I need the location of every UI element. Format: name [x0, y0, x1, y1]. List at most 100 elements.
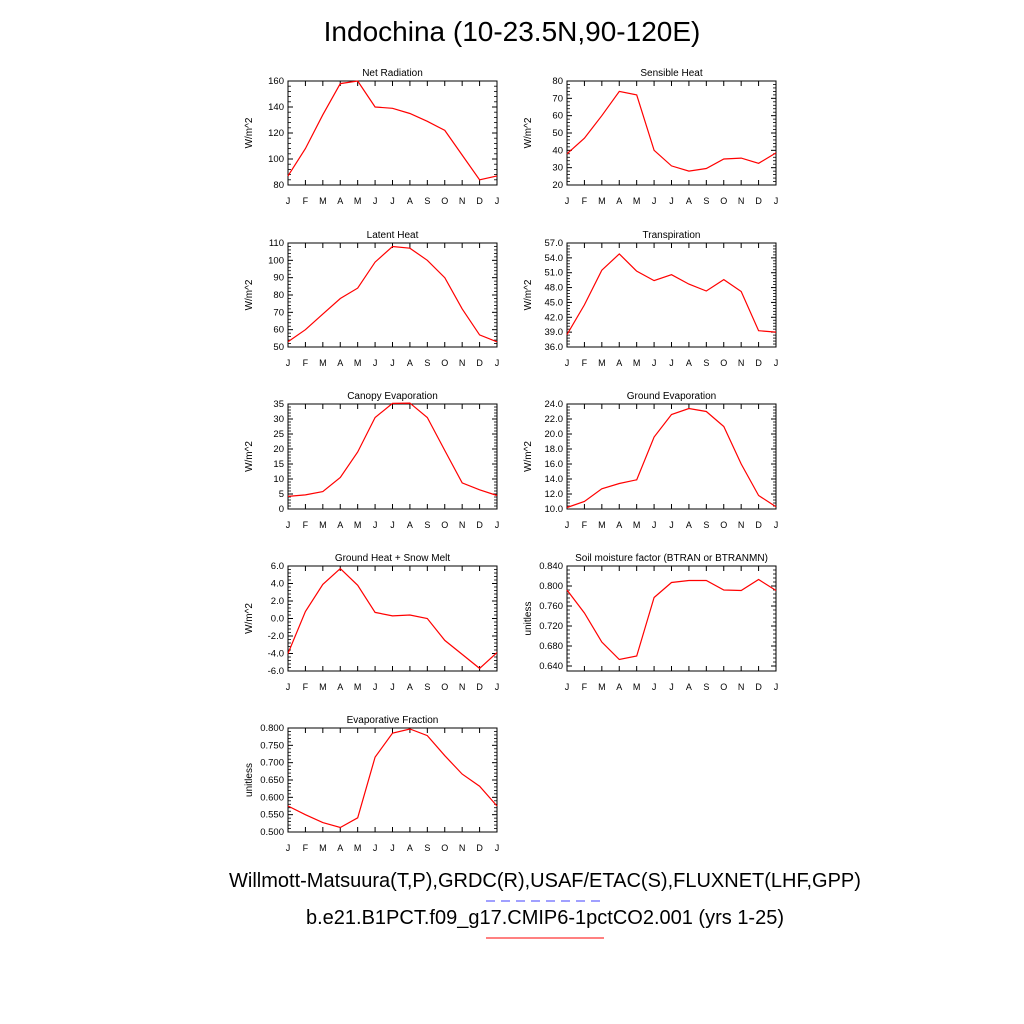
x-tick-label: F: [303, 843, 309, 853]
x-tick-label: M: [354, 682, 362, 692]
x-tick-label: D: [755, 520, 762, 530]
x-tick-label: J: [390, 196, 395, 206]
x-tick-label: D: [755, 682, 762, 692]
y-tick-label: 51.0: [545, 268, 564, 279]
series-line: [287, 402, 498, 497]
y-tick-label: 20.0: [545, 429, 564, 440]
x-tick-label: J: [669, 196, 674, 206]
x-tick-label: O: [441, 682, 448, 692]
y-axis-label: unitless: [244, 763, 255, 797]
x-tick-label: O: [441, 520, 448, 530]
y-tick-label: 120: [268, 128, 284, 139]
y-tick-label: 60: [273, 325, 284, 336]
x-tick-label: J: [286, 196, 291, 206]
y-tick-label: 0.0: [271, 614, 284, 625]
plot-frame: [566, 565, 777, 672]
x-tick-label: A: [407, 358, 413, 368]
y-tick-label: 140: [268, 102, 284, 113]
y-tick-label: 0.650: [260, 775, 284, 786]
y-tick-label: 15: [273, 459, 284, 470]
y-axis-label: W/m^2: [244, 279, 255, 310]
x-tick-label: M: [633, 682, 641, 692]
x-tick-label: F: [582, 196, 588, 206]
y-tick-label: 0.600: [260, 792, 284, 803]
y-tick-label: 0.500: [260, 827, 284, 838]
chart-panel-8: Soil moisture factor (BTRAN or BTRANMN) u…: [523, 553, 778, 692]
x-tick-label: D: [476, 358, 483, 368]
x-tick-label: D: [476, 843, 483, 853]
x-tick-label: N: [459, 196, 466, 206]
y-tick-label: 18.0: [545, 444, 564, 455]
x-tick-label: N: [459, 682, 466, 692]
x-tick-label: M: [354, 520, 362, 530]
x-tick-label: M: [598, 682, 606, 692]
x-tick-label: O: [720, 196, 727, 206]
x-tick-label: J: [565, 358, 570, 368]
panel-title: Sensible Heat: [640, 68, 702, 79]
x-tick-label: A: [686, 358, 692, 368]
x-tick-label: N: [459, 843, 466, 853]
x-tick-label: J: [495, 682, 500, 692]
x-tick-label: N: [459, 358, 466, 368]
x-tick-label: N: [738, 520, 745, 530]
x-tick-label: M: [319, 843, 327, 853]
plot-frame: [566, 242, 777, 348]
x-tick-label: J: [652, 196, 657, 206]
x-tick-label: D: [476, 520, 483, 530]
y-tick-label: 30: [552, 163, 563, 174]
y-tick-label: 36.0: [545, 342, 564, 353]
plot-frame: [566, 80, 777, 186]
x-tick-label: M: [354, 843, 362, 853]
y-tick-label: 35: [273, 399, 284, 410]
x-tick-label: J: [373, 196, 378, 206]
x-tick-label: F: [582, 520, 588, 530]
x-tick-label: M: [598, 196, 606, 206]
plot-frame: [287, 565, 498, 672]
x-tick-label: J: [286, 682, 291, 692]
y-tick-label: 0.640: [539, 661, 563, 672]
x-tick-label: J: [373, 358, 378, 368]
x-tick-label: A: [407, 520, 413, 530]
y-axis-label: W/m^2: [523, 279, 534, 310]
y-tick-label: 16.0: [545, 459, 564, 470]
y-tick-label: 70: [552, 93, 563, 104]
y-tick-label: 54.0: [545, 253, 564, 264]
y-tick-label: 90: [273, 273, 284, 284]
x-tick-label: S: [424, 682, 430, 692]
x-tick-label: J: [565, 196, 570, 206]
x-tick-label: M: [633, 358, 641, 368]
x-tick-label: J: [669, 682, 674, 692]
y-tick-label: 30: [273, 414, 284, 425]
x-tick-label: J: [652, 358, 657, 368]
y-tick-label: 39.0: [545, 327, 564, 338]
x-tick-label: F: [303, 520, 309, 530]
x-tick-label: N: [738, 358, 745, 368]
y-tick-label: 0.750: [260, 740, 284, 751]
panel-title: Net Radiation: [362, 68, 423, 79]
x-tick-label: M: [354, 196, 362, 206]
x-tick-label: A: [337, 358, 343, 368]
x-tick-label: J: [390, 682, 395, 692]
panel-title: Soil moisture factor (BTRAN or BTRANMN): [575, 553, 768, 564]
panel-title: Latent Heat: [367, 230, 419, 241]
y-tick-label: 80: [273, 290, 284, 301]
y-tick-label: 48.0: [545, 283, 564, 294]
x-tick-label: J: [495, 358, 500, 368]
y-tick-label: 10.0: [545, 504, 564, 515]
x-tick-label: J: [286, 843, 291, 853]
y-axis-label: W/m^2: [523, 441, 534, 472]
panel-title: Transpiration: [643, 230, 701, 241]
x-tick-label: D: [476, 682, 483, 692]
x-tick-label: O: [441, 358, 448, 368]
y-tick-label: 0.760: [539, 601, 563, 612]
y-tick-label: 60: [552, 111, 563, 122]
y-tick-label: 100: [268, 255, 284, 266]
